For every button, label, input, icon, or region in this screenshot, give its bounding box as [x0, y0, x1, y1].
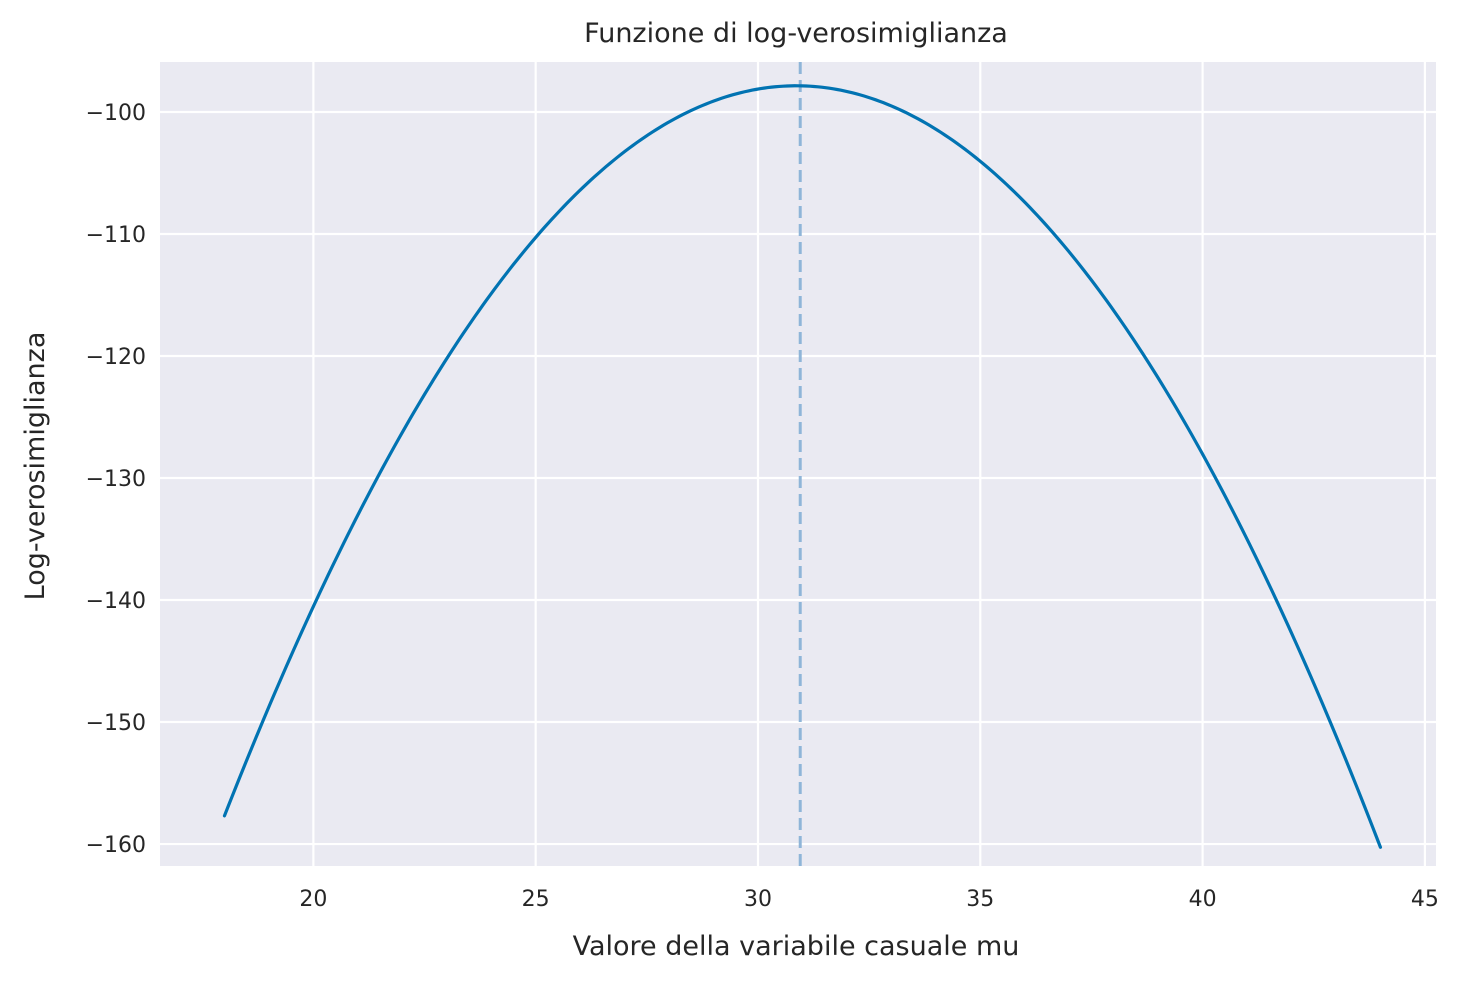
x-tick-label: 35	[966, 887, 994, 912]
x-tick-label: 20	[299, 887, 327, 912]
log-likelihood-curve	[222, 84, 1383, 849]
x-tick-label: 45	[1411, 887, 1439, 912]
tick-labels: 20 25 30 35 40 45 −100 −110 −120 −130 −140 −150 −160	[86, 101, 1439, 912]
y-tick-label: −110	[86, 223, 146, 248]
series-layer	[222, 84, 1383, 849]
x-tick-label: 40	[1189, 887, 1217, 912]
x-tick-label: 25	[522, 887, 550, 912]
y-tick-label: −140	[86, 589, 146, 614]
grid	[160, 62, 1436, 866]
y-tick-label: −100	[86, 101, 146, 126]
plot-area	[160, 62, 1436, 866]
chart-title: Funzione di log-verosimiglianza	[584, 18, 1008, 49]
y-tick-label: −160	[86, 833, 146, 858]
y-tick-label: −120	[86, 345, 146, 370]
y-tick-label: −130	[86, 467, 146, 492]
x-tick-label: 30	[744, 887, 772, 912]
y-tick-label: −150	[86, 711, 146, 736]
y-axis-label: Log-verosimiglianza	[20, 332, 51, 601]
x-axis-label: Valore della variabile casuale mu	[573, 931, 1020, 962]
